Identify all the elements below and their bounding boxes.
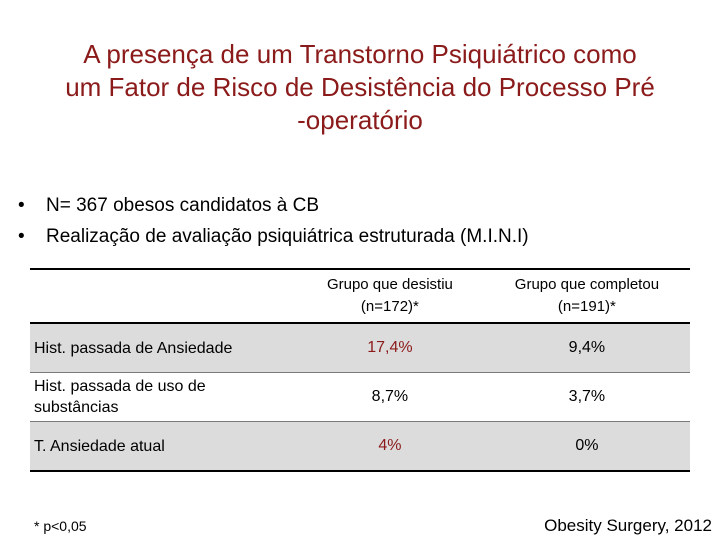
table-row: Hist. passada de Ansiedade 17,4% 9,4% [30,323,690,373]
row-label: Hist. passada de Ansiedade [30,323,296,373]
header-completou: Grupo que completou (n=191)* [514,276,660,315]
table-row: Hist. passada de uso de substâncias 8,7%… [30,373,690,422]
cell-desistiu: 8,7% [371,388,409,405]
bullet-item: • N= 367 obesos candidatos à CB [18,193,529,224]
slide-title: A presença de um Transtorno Psiquiátrico… [30,38,690,137]
header-empty [30,269,296,323]
cell-completou: 9,4% [483,323,690,373]
row-label: T. Ansiedade atual [30,421,296,471]
cell-completou: 0% [483,421,690,471]
bullet-list: • N= 367 obesos candidatos à CB • Realizaç… [18,193,529,255]
bullet-text: N= 367 obesos candidatos à CB [46,195,320,216]
cell-desistiu: 17,4% [296,323,484,373]
results-table: Grupo que desistiu (n=172)* Grupo que co… [30,268,690,472]
row-label: Hist. passada de uso de substâncias [34,378,206,416]
header-desistiu: Grupo que desistiu (n=172)* [326,276,453,315]
table-header-row: Grupo que desistiu (n=172)* Grupo que co… [30,269,690,323]
title-line-1: A presença de um Transtorno Psiquiátrico… [83,39,637,69]
bullet-item: • Realização de avaliação psiquiátrica es… [18,224,529,255]
bullet-dot-icon: • [18,226,25,247]
bullet-dot-icon: • [18,195,25,216]
table-row: T. Ansiedade atual 4% 0% [30,421,690,471]
title-line-2: um Fator de Risco de Desistência do Proc… [65,72,655,102]
footnote: * p<0,05 [34,518,87,534]
source-citation: Obesity Surgery, 2012 [544,516,712,535]
title-line-3: -operatório [297,105,423,135]
cell-desistiu: 4% [296,421,484,471]
cell-completou: 3,7% [568,388,606,405]
bullet-text: Realização de avaliação psiquiátrica est… [46,226,529,247]
